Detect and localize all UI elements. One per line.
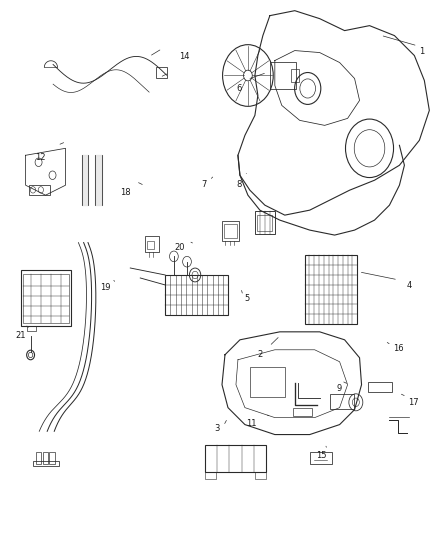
Bar <box>21 270 71 326</box>
Bar <box>293 408 312 416</box>
Bar <box>310 453 332 464</box>
Bar <box>165 275 229 315</box>
Text: 6: 6 <box>236 84 241 93</box>
Text: 14: 14 <box>179 52 189 61</box>
Bar <box>257 215 272 231</box>
Bar <box>145 236 159 252</box>
Text: 20: 20 <box>174 244 185 253</box>
Text: 2: 2 <box>258 350 263 359</box>
Text: 9: 9 <box>336 384 342 393</box>
Bar <box>28 184 49 195</box>
Text: 21: 21 <box>15 331 25 340</box>
Bar <box>222 221 240 241</box>
Text: 12: 12 <box>35 153 45 162</box>
Bar <box>255 472 266 479</box>
Text: 19: 19 <box>100 283 111 292</box>
Text: 8: 8 <box>236 180 241 189</box>
Bar <box>291 69 300 82</box>
Bar <box>330 394 353 409</box>
Text: 7: 7 <box>201 180 206 189</box>
Bar <box>224 223 237 238</box>
Text: 1: 1 <box>420 47 425 55</box>
Bar <box>23 274 69 323</box>
Bar <box>43 452 48 464</box>
Text: 18: 18 <box>120 188 131 197</box>
Bar <box>205 472 216 479</box>
Bar <box>33 461 59 466</box>
Text: 4: 4 <box>406 280 412 289</box>
Bar <box>148 241 154 249</box>
Text: 3: 3 <box>214 424 219 433</box>
Text: 17: 17 <box>408 398 419 407</box>
Bar <box>367 382 392 392</box>
Bar <box>305 255 357 324</box>
Bar <box>36 452 42 464</box>
Text: 15: 15 <box>316 451 327 460</box>
Bar <box>205 445 266 472</box>
Bar <box>155 67 166 78</box>
Bar <box>255 212 275 234</box>
Text: 16: 16 <box>393 344 403 353</box>
Bar <box>270 62 296 89</box>
Text: 11: 11 <box>247 419 257 428</box>
Bar <box>49 452 55 464</box>
Text: 5: 5 <box>245 294 250 303</box>
Bar <box>250 367 285 397</box>
